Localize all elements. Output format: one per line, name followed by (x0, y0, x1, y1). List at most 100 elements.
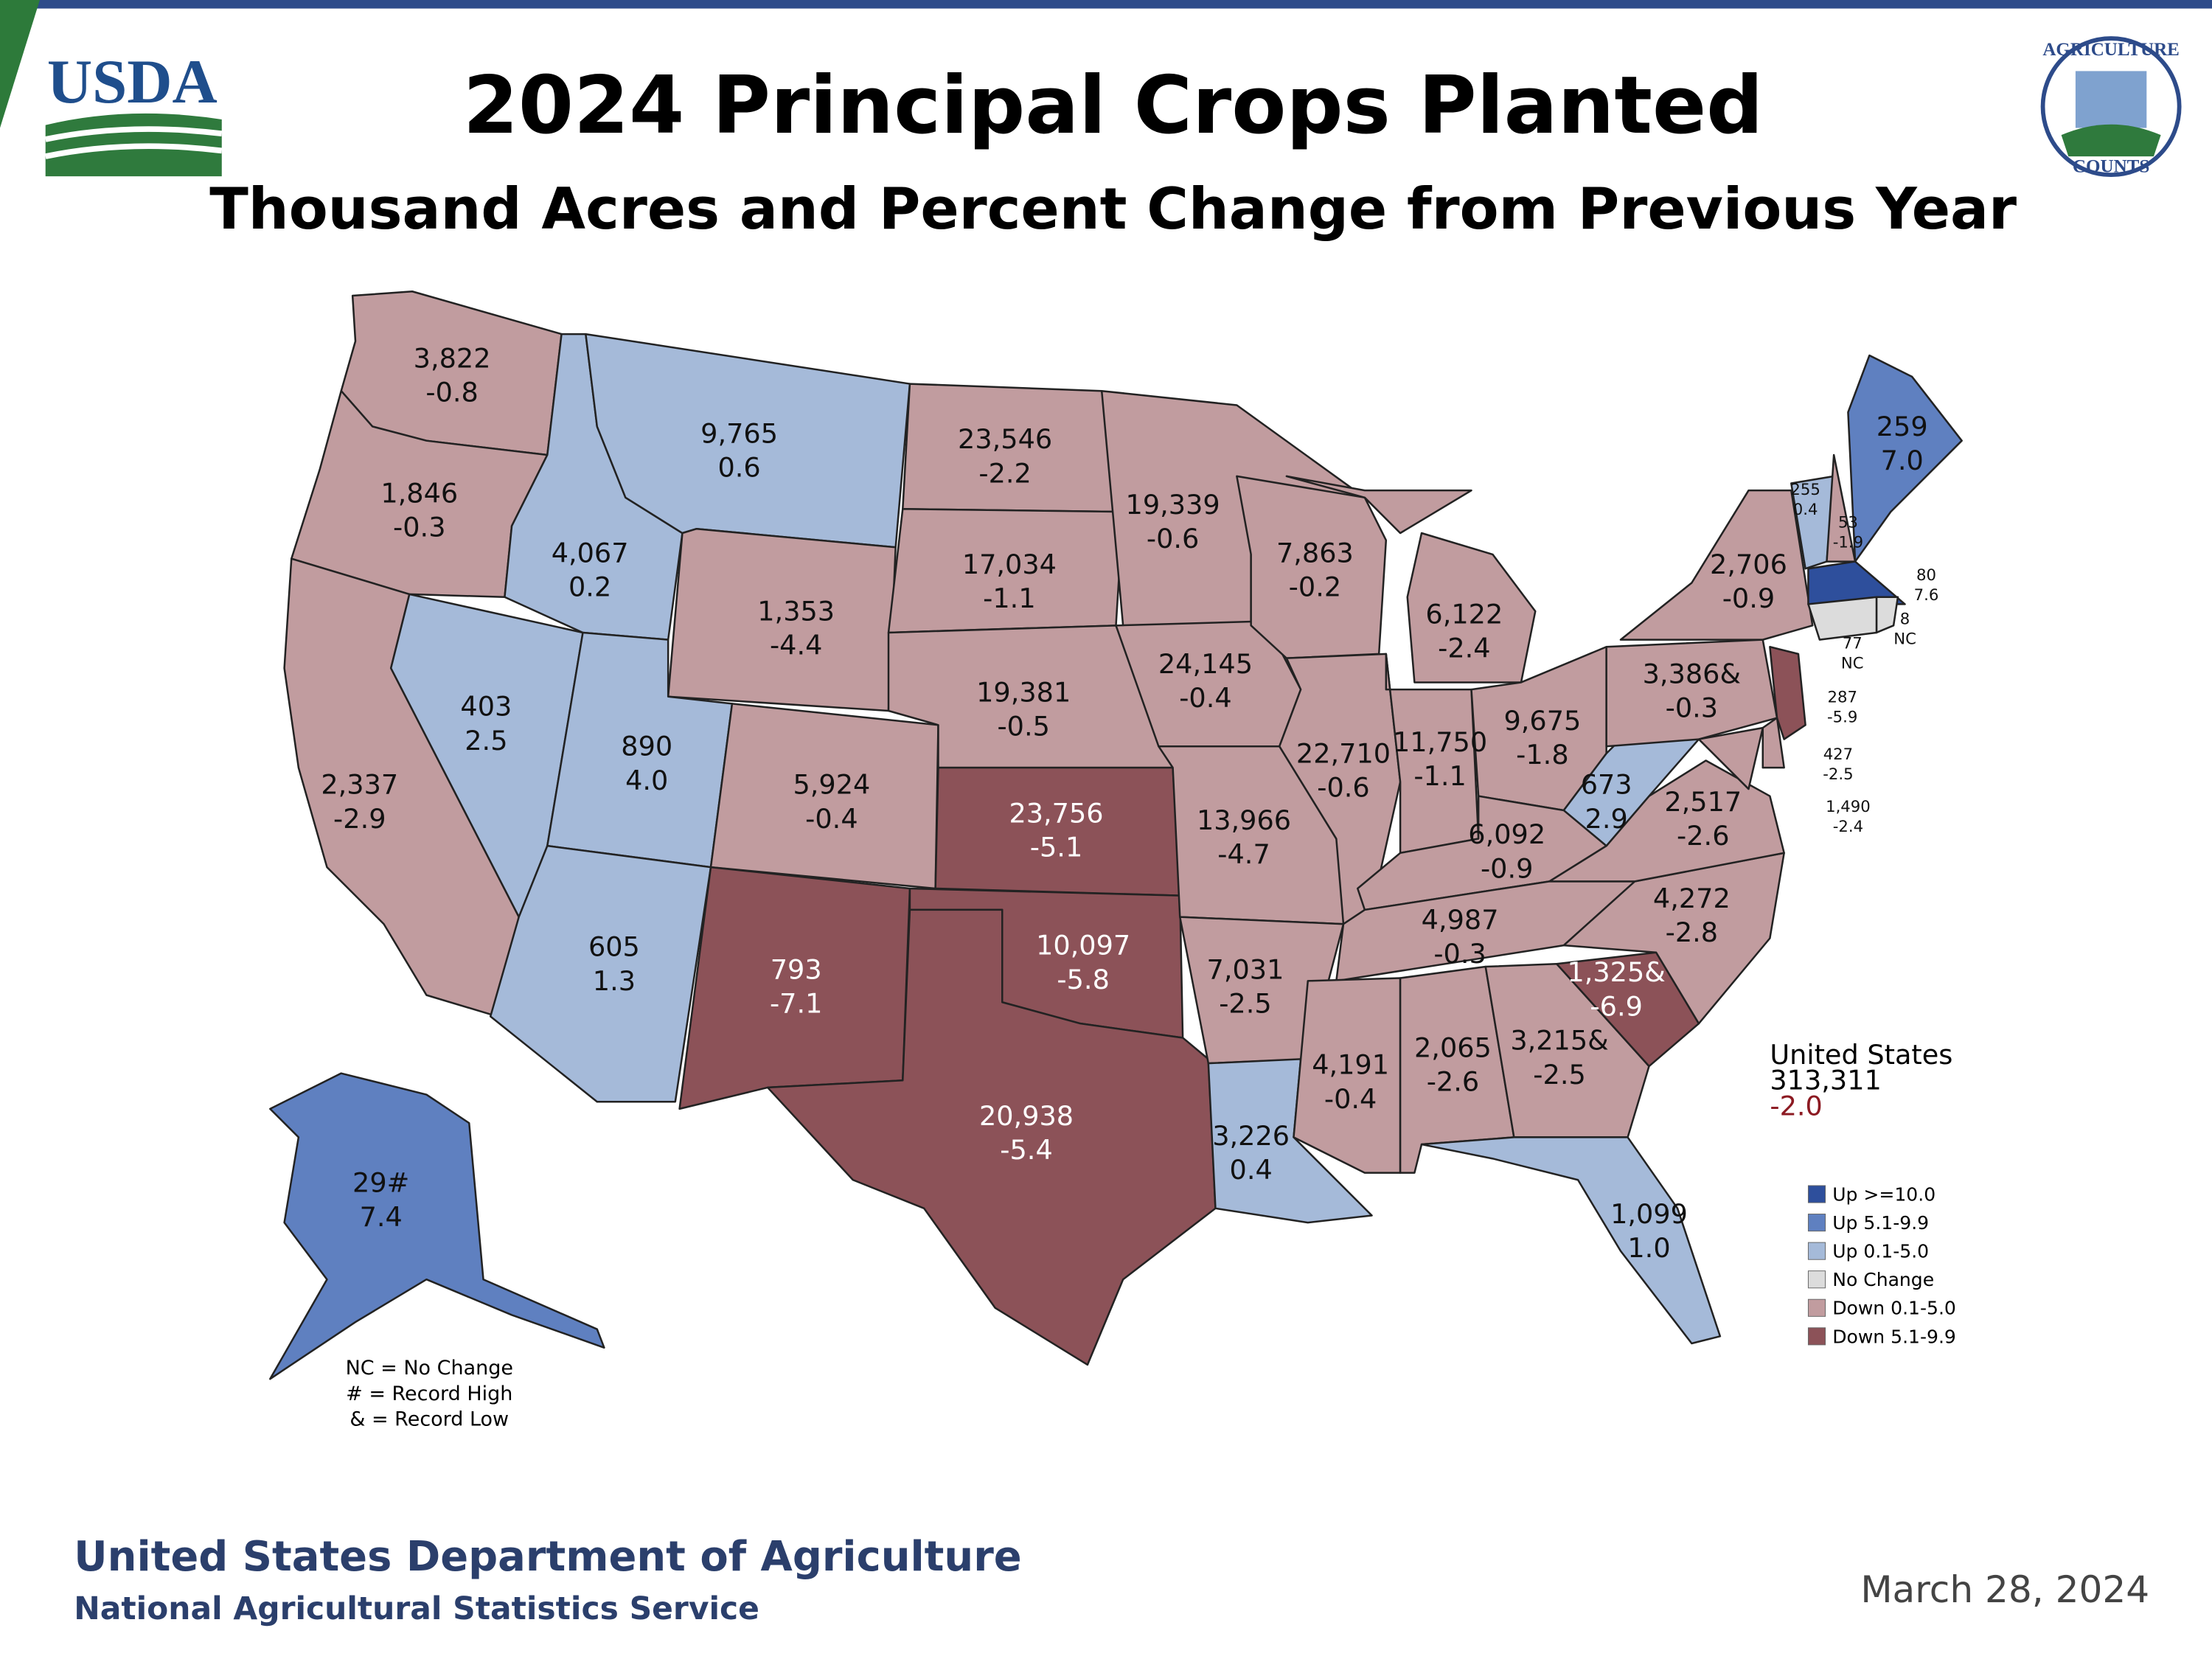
state-acres: 255 (1790, 480, 1820, 498)
state-change: 0.6 (717, 452, 760, 484)
legend-swatch (1807, 1270, 1826, 1289)
state-change: -0.2 (1289, 571, 1341, 603)
state-acres: 13,966 (1197, 804, 1291, 836)
state-acres: 7,863 (1276, 537, 1354, 568)
state-acres: 403 (460, 691, 512, 723)
footer-date: March 28, 2024 (1860, 1568, 2149, 1611)
state (1807, 560, 1906, 605)
state-acres: 19,339 (1126, 489, 1220, 521)
state-acres: 2,517 (1664, 786, 1742, 818)
state-change: NC (1841, 653, 1864, 672)
footer-service: National Agricultural Statistics Service (74, 1591, 759, 1627)
state-acres: 3,386& (1643, 658, 1741, 689)
legend-label: Down 0.1-5.0 (1832, 1298, 1956, 1319)
state-acres: 6,092 (1468, 818, 1545, 850)
logo-stripe (44, 143, 223, 159)
state-acres: 23,546 (958, 423, 1052, 455)
state-change: -2.5 (1219, 988, 1271, 1020)
state-change: -5.1 (1030, 832, 1082, 863)
state-change: -2.5 (1533, 1059, 1585, 1091)
state-change: 2.9 (1585, 803, 1628, 835)
state-acres: 793 (771, 953, 822, 985)
state-change: 7.4 (360, 1201, 403, 1233)
state-change: -0.4 (1324, 1083, 1377, 1115)
state-change: -1.9 (1833, 533, 1863, 552)
title: 2024 Principal Crops Planted (463, 60, 1764, 152)
logo-bottom-text: COUNTS (2073, 156, 2149, 176)
state-acres: 10,097 (1036, 930, 1130, 961)
state (269, 1072, 605, 1380)
state (1420, 1136, 1722, 1345)
note: NC = No Change (346, 1357, 513, 1380)
state-acres: 7,031 (1207, 953, 1284, 985)
state-change: -7.1 (770, 988, 822, 1020)
state-change: -2.8 (1666, 917, 1718, 948)
state-acres: 2,706 (1710, 549, 1787, 580)
logo-field (2061, 124, 2161, 157)
state-change: -0.9 (1481, 852, 1533, 884)
state (766, 908, 1217, 1366)
state-change: 4.0 (625, 765, 668, 796)
logo-text: USDA (47, 47, 218, 116)
state-change: -0.3 (1666, 692, 1718, 724)
legend-label: Up 0.1-5.0 (1832, 1241, 1929, 1262)
legend-label: Up >=10.0 (1832, 1183, 1935, 1205)
state-acres: 3,226 (1212, 1120, 1290, 1152)
logo-top-text: AGRICULTURE (2042, 40, 2180, 60)
state-change: 1.3 (593, 965, 636, 997)
state-change: -5.8 (1057, 964, 1109, 995)
state-change: -5.4 (1000, 1134, 1052, 1166)
state-acres: 20,938 (979, 1100, 1074, 1132)
state-acres: 9,675 (1503, 705, 1581, 737)
state (1769, 645, 1806, 740)
state-acres: 1,353 (757, 595, 835, 627)
state-acres: 605 (588, 931, 640, 962)
state-acres: 80 (1916, 566, 1936, 584)
state (1605, 639, 1778, 748)
state-change: 2.5 (465, 725, 507, 757)
state-acres: 673 (1581, 769, 1632, 801)
state-acres: 77 (1843, 633, 1863, 652)
state-change: 7.0 (1881, 445, 1924, 476)
legend: Up >=10.0 Up 5.1-9.9 Up 0.1-5.0 No Change Do… (1807, 1183, 1956, 1347)
state-change: -2.6 (1677, 820, 1729, 852)
state (1619, 489, 1814, 641)
footer-agency: United States Department of Agriculture (74, 1533, 1021, 1581)
top-bar (0, 0, 2212, 9)
logo-barn (2075, 71, 2147, 128)
state-change: -6.9 (1590, 990, 1642, 1022)
state (1697, 726, 1764, 790)
state-acres: 2,065 (1414, 1032, 1492, 1063)
state-acres: 1,490 (1826, 797, 1871, 815)
state-acres: 5,924 (793, 769, 870, 801)
state (1484, 962, 1650, 1138)
state-change: -1.8 (1516, 739, 1568, 771)
note: & = Record Low (349, 1408, 509, 1431)
state-acres: 53 (1838, 513, 1858, 532)
state-acres: 19,381 (976, 676, 1071, 708)
legend-swatch (1807, 1327, 1826, 1346)
state-change: 0.4 (1793, 500, 1818, 518)
state-change: -2.2 (978, 457, 1031, 489)
state-acres: 890 (621, 731, 672, 762)
state-change: -0.5 (997, 711, 1049, 742)
state-acres: 4,191 (1312, 1049, 1389, 1081)
state-acres: 17,034 (962, 549, 1057, 580)
state-change: -0.8 (425, 377, 478, 408)
state-change: -0.3 (1433, 938, 1486, 970)
legend-swatch (1807, 1242, 1826, 1260)
state-acres: 1,099 (1610, 1198, 1688, 1230)
state-acres: 4,272 (1653, 883, 1731, 914)
state-change: -2.5 (1823, 765, 1853, 783)
corner-accent (0, 0, 40, 128)
state-change: -0.6 (1317, 772, 1369, 804)
state (1826, 453, 1857, 563)
state (1807, 596, 1878, 641)
state-acres: 3,822 (414, 342, 491, 374)
state-change: 1.0 (1627, 1232, 1670, 1264)
state-acres: 1,325& (1567, 956, 1665, 988)
state-change: 0.4 (1230, 1154, 1273, 1186)
state-change: 7.6 (1914, 585, 1939, 604)
state-acres: 29# (352, 1167, 409, 1199)
